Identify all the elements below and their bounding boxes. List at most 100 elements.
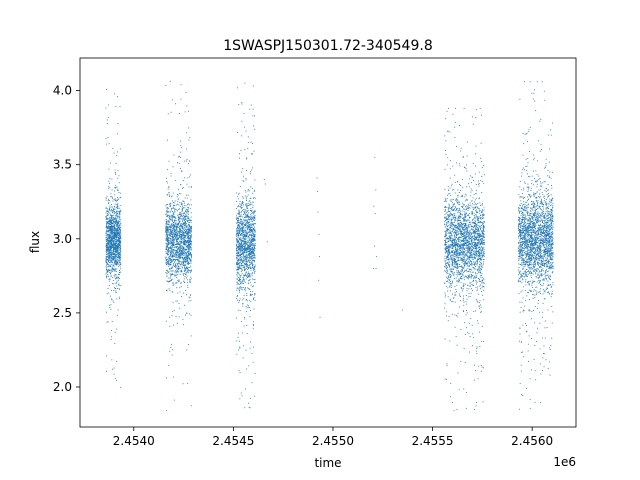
data-point xyxy=(183,177,185,179)
data-point xyxy=(241,201,243,203)
data-point xyxy=(237,277,239,278)
data-point xyxy=(247,287,249,289)
data-point xyxy=(240,206,242,208)
data-point xyxy=(181,224,183,226)
data-point xyxy=(118,252,120,254)
data-point xyxy=(119,216,121,218)
data-point xyxy=(445,212,447,214)
data-point xyxy=(242,226,244,228)
data-point xyxy=(172,249,174,250)
data-point xyxy=(479,226,481,228)
data-point xyxy=(467,232,469,233)
data-point xyxy=(251,219,253,220)
data-point xyxy=(460,258,462,260)
data-point xyxy=(179,240,180,242)
data-point xyxy=(181,253,183,255)
data-point xyxy=(114,260,116,262)
data-point xyxy=(110,261,112,263)
data-point xyxy=(109,199,110,201)
data-point xyxy=(242,251,244,253)
data-point xyxy=(113,246,115,248)
data-point xyxy=(119,266,121,268)
data-point xyxy=(467,261,469,263)
data-point xyxy=(116,239,118,241)
data-point xyxy=(113,253,114,255)
data-point xyxy=(111,217,113,219)
data-point xyxy=(108,218,110,220)
data-point xyxy=(114,227,116,229)
data-point xyxy=(464,263,466,265)
data-point xyxy=(244,262,245,264)
data-point xyxy=(185,160,187,162)
data-point xyxy=(185,274,186,275)
data-point xyxy=(247,215,249,217)
data-point xyxy=(170,237,172,239)
data-point xyxy=(237,227,239,229)
data-point xyxy=(114,198,116,200)
data-point xyxy=(106,258,108,260)
data-point xyxy=(459,208,461,210)
data-point xyxy=(108,292,110,294)
data-point xyxy=(237,234,239,236)
data-point xyxy=(462,219,464,221)
data-point xyxy=(239,398,241,400)
data-point xyxy=(171,279,173,280)
data-point xyxy=(117,243,118,245)
data-point xyxy=(111,237,113,239)
data-point xyxy=(456,208,458,210)
data-point xyxy=(244,257,246,259)
data-point xyxy=(171,236,173,237)
data-point xyxy=(178,266,180,268)
data-point xyxy=(239,258,241,260)
data-point xyxy=(245,259,247,261)
data-point xyxy=(176,258,178,260)
data-point xyxy=(175,255,177,257)
data-point xyxy=(247,271,249,273)
data-point xyxy=(182,247,184,249)
data-point xyxy=(106,230,108,232)
data-point xyxy=(112,222,114,224)
data-point xyxy=(189,218,191,220)
data-point xyxy=(244,274,246,276)
data-point xyxy=(245,268,246,270)
data-point xyxy=(180,252,182,254)
data-point xyxy=(179,221,181,223)
data-point xyxy=(252,205,254,207)
data-point xyxy=(483,229,484,231)
data-point xyxy=(244,252,246,253)
data-point xyxy=(170,234,172,236)
data-point xyxy=(187,232,189,233)
data-point xyxy=(168,262,170,264)
data-point xyxy=(237,213,239,214)
data-point xyxy=(468,243,470,245)
data-point xyxy=(185,222,187,223)
data-point xyxy=(240,244,242,246)
data-point xyxy=(112,262,114,264)
data-point xyxy=(254,255,256,257)
data-point xyxy=(179,155,180,157)
data-point xyxy=(446,164,448,166)
data-point xyxy=(254,240,256,242)
data-point xyxy=(115,255,117,257)
data-point xyxy=(190,235,192,237)
data-point xyxy=(247,268,249,270)
data-point xyxy=(117,216,119,218)
data-point xyxy=(466,312,468,314)
data-point xyxy=(176,204,177,206)
data-point xyxy=(178,266,180,268)
data-point xyxy=(249,232,251,234)
data-point xyxy=(170,347,172,348)
data-point xyxy=(169,252,171,254)
data-point xyxy=(247,212,249,214)
data-point xyxy=(114,217,116,219)
data-point xyxy=(169,289,171,291)
data-point xyxy=(114,190,115,192)
data-point xyxy=(184,235,186,237)
data-point xyxy=(183,222,185,224)
data-point xyxy=(241,204,243,206)
data-point xyxy=(476,290,478,291)
data-point xyxy=(177,238,179,240)
data-point xyxy=(458,389,460,391)
data-point xyxy=(178,218,180,220)
data-point xyxy=(241,395,243,397)
